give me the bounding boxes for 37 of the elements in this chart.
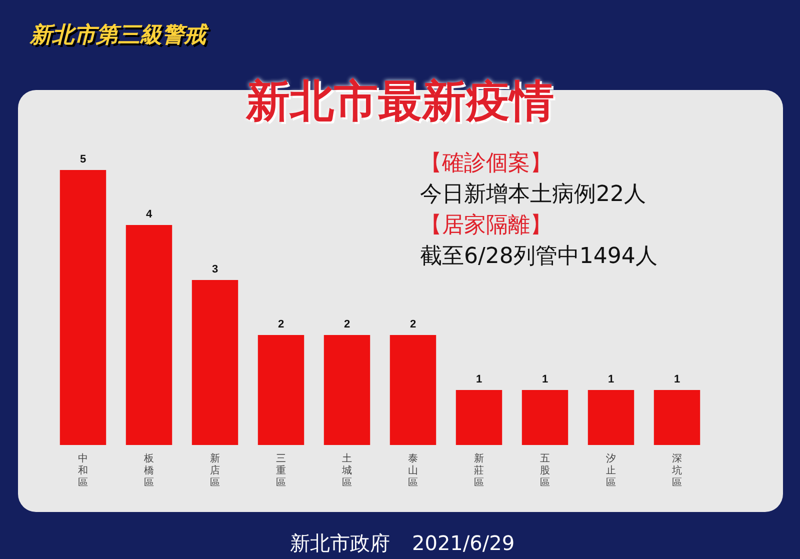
data-label: 3	[212, 264, 218, 276]
bar	[324, 335, 370, 445]
bar	[390, 335, 436, 445]
bar	[126, 225, 172, 445]
data-label: 4	[146, 208, 153, 220]
bar	[522, 390, 568, 445]
x-tick-label: 汐止區	[606, 452, 616, 488]
x-tick-label: 新莊區	[474, 452, 484, 488]
bar	[192, 280, 238, 445]
data-label: 2	[278, 318, 284, 330]
data-label: 5	[80, 154, 86, 166]
bar	[654, 390, 700, 445]
x-tick-label: 三重區	[276, 454, 286, 488]
annotation: 【居家隔離】	[420, 212, 553, 240]
data-label: 2	[344, 318, 350, 330]
bar	[258, 335, 304, 445]
x-tick-label: 五股區	[540, 454, 550, 488]
bar	[60, 170, 106, 445]
text: 2021/6/29	[412, 531, 515, 555]
x-tick-label: 土城區	[341, 452, 352, 488]
x-tick-label: 新店區	[210, 452, 220, 488]
x-tick-label: 板橋區	[143, 452, 154, 488]
x-tick-label: 中和區	[78, 452, 88, 488]
data-label: 1	[476, 374, 482, 386]
data-label: 2	[410, 318, 416, 330]
bar	[456, 390, 502, 445]
chart-title: 新北市最新疫情	[244, 75, 555, 129]
bar	[588, 390, 634, 445]
data-label: 1	[542, 374, 548, 386]
annotation: 截至6/28列管中1494人	[420, 243, 658, 271]
text: 新北市政府	[290, 531, 390, 555]
data-label: 1	[608, 374, 614, 386]
x-tick-label: 泰山區	[408, 454, 418, 488]
x-tick-label: 深坑區	[671, 452, 682, 488]
data-label: 1	[674, 374, 680, 386]
annotation: 今日新增本土病例22人	[420, 181, 647, 209]
annotation: 【確診個案】	[420, 150, 553, 178]
